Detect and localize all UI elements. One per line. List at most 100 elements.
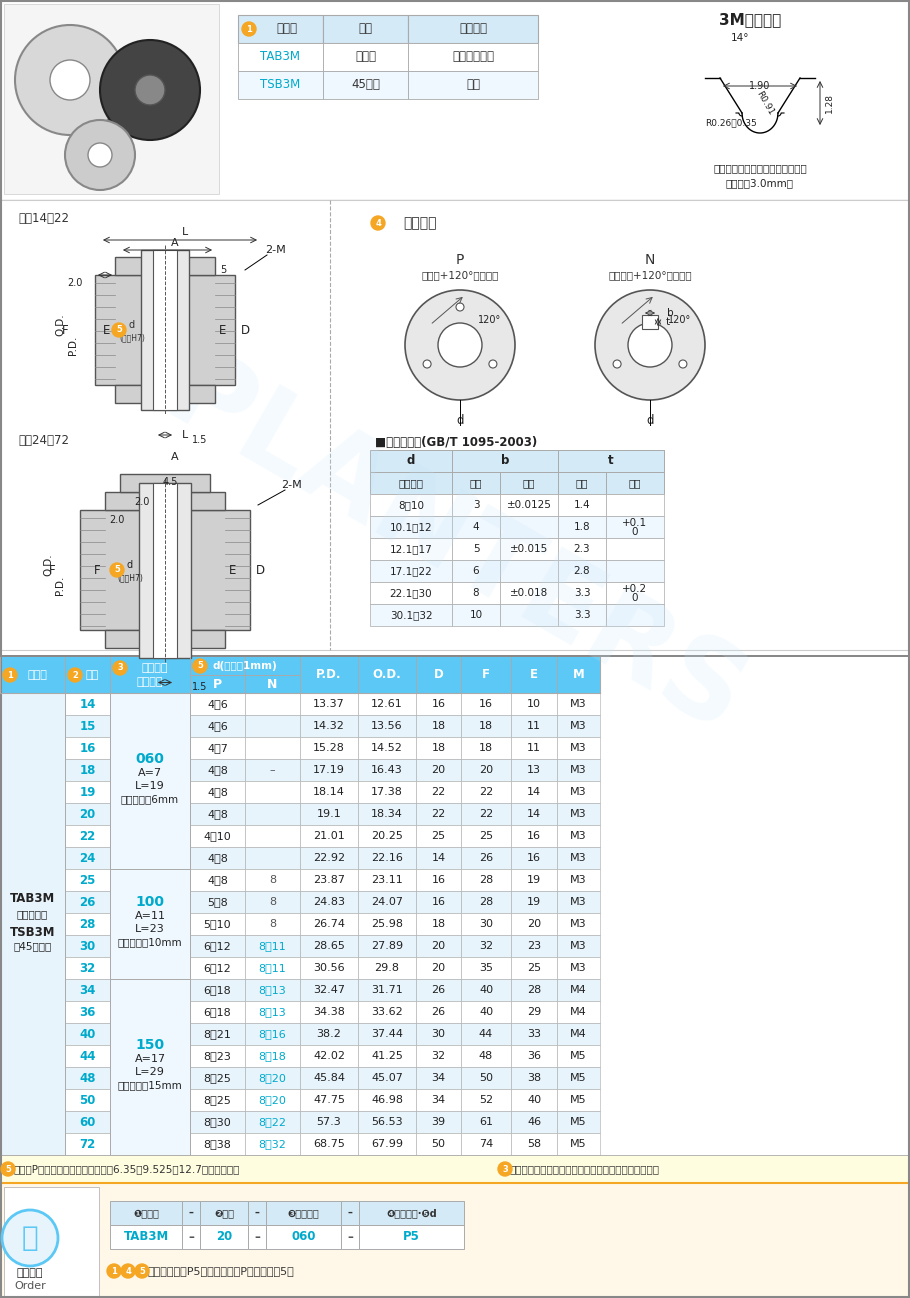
Bar xyxy=(416,979,461,1001)
Bar xyxy=(245,675,300,693)
Bar xyxy=(190,1067,245,1089)
Text: 皮带宽度：6mm: 皮带宽度：6mm xyxy=(121,794,179,803)
Text: M3: M3 xyxy=(571,875,587,885)
Text: 22: 22 xyxy=(479,809,493,819)
Text: 只有齿形及宽度代码相同的带轮和皮带才能配套使用。: 只有齿形及宽度代码相同的带轮和皮带才能配套使用。 xyxy=(510,1164,660,1173)
Circle shape xyxy=(595,289,705,400)
Text: 57.3: 57.3 xyxy=(317,1118,341,1127)
Bar xyxy=(461,1023,511,1045)
Bar xyxy=(65,1133,110,1155)
Text: 47.75: 47.75 xyxy=(313,1096,345,1105)
Text: 33.62: 33.62 xyxy=(371,1007,403,1018)
Text: R0.26～0.35: R0.26～0.35 xyxy=(705,118,757,127)
Text: 20.25: 20.25 xyxy=(371,831,403,841)
Circle shape xyxy=(113,661,127,675)
Circle shape xyxy=(456,302,464,312)
Text: 50: 50 xyxy=(79,1093,96,1106)
Text: 齿数: 齿数 xyxy=(86,670,99,680)
Bar xyxy=(0,957,65,979)
Text: 22.16: 22.16 xyxy=(371,853,403,863)
Bar xyxy=(452,450,558,472)
Bar xyxy=(190,737,245,759)
Text: 1.5: 1.5 xyxy=(192,683,207,693)
Text: 40: 40 xyxy=(479,985,493,996)
Text: 61: 61 xyxy=(479,1118,493,1127)
Text: L=29: L=29 xyxy=(135,1067,165,1077)
Text: M3: M3 xyxy=(571,897,587,907)
Text: 3.3: 3.3 xyxy=(573,610,591,620)
Text: 11: 11 xyxy=(527,720,541,731)
Bar xyxy=(110,1067,190,1089)
Circle shape xyxy=(50,60,90,100)
Text: 16: 16 xyxy=(431,875,446,885)
Text: 3: 3 xyxy=(117,663,123,672)
Circle shape xyxy=(100,40,200,140)
Text: A=17: A=17 xyxy=(135,1054,166,1064)
Text: 3: 3 xyxy=(502,1164,508,1173)
Bar xyxy=(358,1133,416,1155)
Bar xyxy=(65,1045,110,1067)
Bar xyxy=(511,803,557,826)
Text: 16: 16 xyxy=(527,831,541,841)
Text: 120°: 120° xyxy=(668,315,692,324)
Bar xyxy=(557,935,600,957)
Text: 类型码: 类型码 xyxy=(27,670,47,680)
Bar xyxy=(558,495,606,517)
Bar xyxy=(511,868,557,890)
Text: 35: 35 xyxy=(479,963,493,974)
Text: 8～30: 8～30 xyxy=(204,1118,231,1127)
Bar xyxy=(245,1111,300,1133)
Text: 26.74: 26.74 xyxy=(313,919,345,929)
Bar xyxy=(358,935,416,957)
Text: 订购范例: 订购范例 xyxy=(16,1268,44,1279)
Bar xyxy=(0,1023,65,1045)
Bar xyxy=(558,604,606,626)
Text: 2: 2 xyxy=(72,671,78,679)
Text: 🛒: 🛒 xyxy=(22,1224,38,1253)
Bar xyxy=(110,912,190,935)
Bar xyxy=(370,472,452,495)
Bar xyxy=(358,1001,416,1023)
Bar xyxy=(0,1001,65,1023)
Text: 40: 40 xyxy=(479,1007,493,1018)
Text: 19: 19 xyxy=(527,875,541,885)
Circle shape xyxy=(1,1162,15,1176)
Text: TSB3M: TSB3M xyxy=(260,78,300,91)
Text: 8～23: 8～23 xyxy=(204,1051,231,1060)
Bar xyxy=(606,517,664,537)
Text: 29: 29 xyxy=(527,1007,541,1018)
Text: 32: 32 xyxy=(79,962,96,975)
Bar xyxy=(408,16,538,43)
Bar xyxy=(0,826,65,848)
Bar xyxy=(300,803,358,826)
Bar xyxy=(511,935,557,957)
Text: 45号钢: 45号钢 xyxy=(351,78,380,91)
Text: 4～10: 4～10 xyxy=(204,831,231,841)
Text: 34: 34 xyxy=(431,1096,446,1105)
Circle shape xyxy=(613,360,622,369)
Bar xyxy=(408,43,538,71)
Bar xyxy=(190,715,245,737)
Bar xyxy=(120,474,210,492)
Text: D: D xyxy=(240,323,249,336)
Text: E: E xyxy=(104,323,111,336)
Text: 40: 40 xyxy=(79,1028,96,1041)
Text: 31.71: 31.71 xyxy=(371,985,403,996)
Bar xyxy=(80,510,250,630)
Text: F: F xyxy=(482,668,490,681)
Bar xyxy=(245,759,300,781)
Bar xyxy=(65,1001,110,1023)
Bar xyxy=(557,1001,600,1023)
Bar xyxy=(461,715,511,737)
Text: TAB3M: TAB3M xyxy=(10,893,56,906)
Bar xyxy=(341,1225,359,1249)
Bar xyxy=(190,979,245,1001)
Text: 8～32: 8～32 xyxy=(258,1140,287,1149)
Bar xyxy=(238,16,323,43)
Bar xyxy=(500,450,558,472)
Bar xyxy=(500,582,558,604)
Bar xyxy=(65,657,110,693)
Bar xyxy=(557,1045,600,1067)
Bar xyxy=(557,715,600,737)
Text: 25: 25 xyxy=(79,874,96,887)
